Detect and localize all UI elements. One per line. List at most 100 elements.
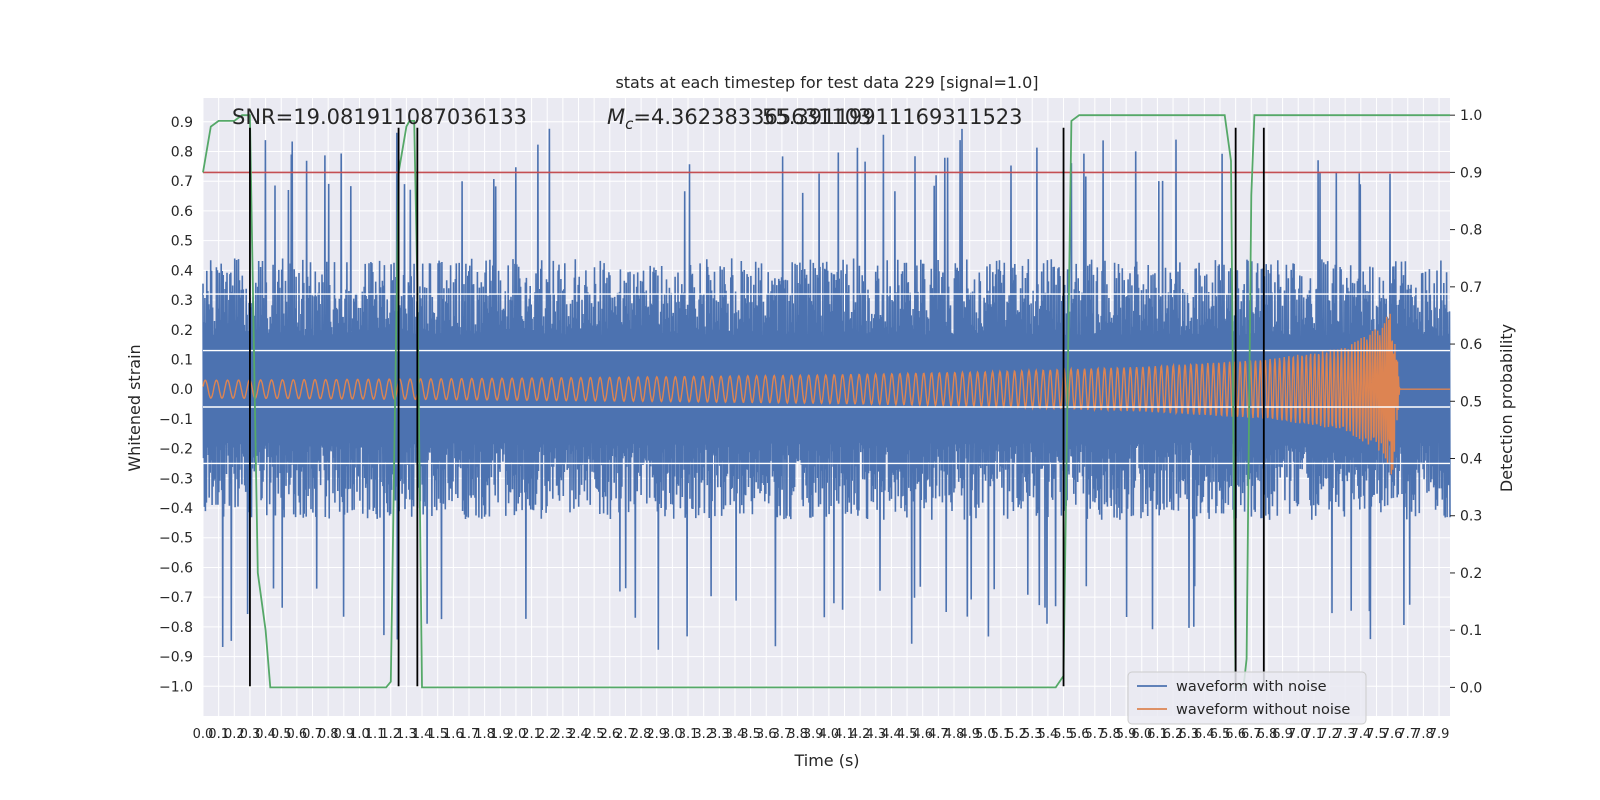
y-tick-label: 0.9 [171, 115, 193, 131]
mc-value: =4.362383365631103 [633, 105, 871, 129]
x-tick-label: 5.2 [1006, 727, 1027, 742]
y-tick-label: 0.2 [171, 323, 193, 339]
series-waveform-with-noise [202, 128, 1451, 650]
y-axis-label: Whitened strain [125, 344, 144, 471]
y-tick-label: −0.8 [159, 620, 193, 636]
y-tick-label-right: 0.9 [1460, 165, 1482, 181]
overlap-annotation: 55.39119911169311523 [762, 105, 1023, 129]
x-tick-label: 1.5 [427, 727, 448, 742]
y-tick-label-right: 0.1 [1460, 623, 1482, 639]
y-tick-label-right: 0.3 [1460, 509, 1482, 525]
x-tick-label: 3.1 [678, 727, 699, 742]
y-tick-label: 0.7 [171, 174, 193, 190]
x-tick-label: 3.7 [772, 727, 793, 742]
mc-annotation: Mc=4.362383365631103 [607, 105, 871, 133]
x-tick-label: 3.0 [662, 727, 683, 742]
y-tick-label: 0.3 [171, 293, 193, 309]
y-tick-label-right: 0.7 [1460, 280, 1482, 296]
x-tick-label: 6.2 [1163, 727, 1184, 742]
x-tick-label: 3.6 [756, 727, 777, 742]
x-tick-label: 6.6 [1225, 727, 1246, 742]
x-tick-label: 7.4 [1350, 727, 1371, 742]
x-axis-label: Time (s) [793, 751, 859, 770]
x-tick-label: 7.3 [1335, 727, 1356, 742]
y-axis-label-right: Detection probability [1497, 324, 1516, 492]
x-tick-label: 6.8 [1257, 727, 1278, 742]
y-tick-label: 0.5 [171, 234, 193, 250]
y-tick-label: −0.1 [159, 412, 193, 428]
x-tick-label: 1.0 [349, 727, 370, 742]
y-tick-label: 0.0 [171, 382, 193, 398]
y-tick-label: −1.0 [159, 679, 193, 695]
trigger-vlines [249, 127, 1265, 687]
x-tick-label: 4.3 [865, 727, 886, 742]
noise-trace [202, 128, 1451, 650]
x-tick-label: 5.8 [1100, 727, 1121, 742]
y-tick-label: −0.3 [159, 471, 193, 487]
y-tick-label-right: 0.8 [1460, 223, 1482, 239]
x-tick-label: 1.7 [459, 727, 480, 742]
x-tick-label: 0.7 [302, 727, 323, 742]
white-hlines [203, 293, 1450, 465]
x-tick-label: 7.0 [1288, 727, 1309, 742]
x-tick-label: 7.8 [1413, 727, 1434, 742]
y-ticks-right: 1.0 0.9 0.8 0.7 0.6 0.5 0.4 0.3 0.2 0.1 0.0 [1450, 108, 1482, 696]
mc-subscript: c [625, 115, 634, 133]
x-tick-label: 1.4 [412, 727, 433, 742]
x-tick-label: 2.9 [646, 727, 667, 742]
y-tick-label-right: 0.5 [1460, 394, 1482, 410]
x-tick-label: 6.0 [1131, 727, 1152, 742]
x-tick-label: 7.2 [1319, 727, 1340, 742]
x-tick-label: 7.7 [1397, 727, 1418, 742]
x-tick-label: 1.9 [490, 727, 511, 742]
y-tick-label: −0.2 [159, 442, 193, 458]
x-tick-label: 3.5 [740, 727, 761, 742]
x-tick-label: 0.8 [318, 727, 339, 742]
y-tick-label-right: 0.0 [1460, 680, 1482, 696]
x-tick-label: 4.9 [959, 727, 980, 742]
y-tick-label: 0.8 [171, 144, 193, 160]
x-tick-label: 6.3 [1178, 727, 1199, 742]
x-tick-label: 4.0 [819, 727, 840, 742]
x-tick-label: 7.1 [1304, 727, 1325, 742]
x-tick-label: 2.0 [506, 727, 527, 742]
legend-box [1127, 671, 1367, 725]
x-tick-label: 6.5 [1210, 727, 1231, 742]
y-tick-label: −0.6 [159, 560, 193, 576]
x-tick-label: 6.1 [1147, 727, 1168, 742]
legend-label-noise: waveform with noise [1176, 679, 1327, 695]
x-tick-label: 4.8 [944, 727, 965, 742]
x-tick-label: 2.3 [553, 727, 574, 742]
x-tick-label: 1.8 [474, 727, 495, 742]
x-tick-label: 7.9 [1429, 727, 1450, 742]
y-tick-label-right: 0.2 [1460, 566, 1482, 582]
x-tick-label: 5.9 [1116, 727, 1137, 742]
series-waveform-without-noise [202, 313, 1450, 475]
x-tick-label: 3.2 [693, 727, 714, 742]
clean-trace [202, 313, 1450, 475]
x-tick-label: 0.1 [208, 727, 229, 742]
y-tick-label: −0.4 [159, 501, 193, 517]
x-tick-label: 0.2 [224, 727, 245, 742]
x-tick-label: 2.1 [521, 727, 542, 742]
x-tick-label: 6.7 [1241, 727, 1262, 742]
x-tick-label: 4.1 [834, 727, 855, 742]
x-tick-label: 5.5 [1053, 727, 1074, 742]
y-tick-label: −0.5 [159, 531, 193, 547]
y-tick-label: −0.9 [159, 650, 193, 666]
chart-title: stats at each timestep for test data 229… [615, 73, 1038, 92]
x-tick-label: 4.7 [928, 727, 949, 742]
x-tick-label: 3.3 [709, 727, 730, 742]
x-tick-label: 4.4 [881, 727, 902, 742]
x-tick-label: 7.5 [1366, 727, 1387, 742]
y-tick-label: 0.4 [171, 263, 193, 279]
x-tick-label: 1.6 [443, 727, 464, 742]
x-tick-label: 2.7 [615, 727, 636, 742]
x-tick-label: 2.5 [584, 727, 605, 742]
x-tick-label: 6.9 [1272, 727, 1293, 742]
legend-label-clean: waveform without noise [1176, 702, 1350, 718]
y-tick-label-right: 0.4 [1460, 452, 1482, 468]
x-tick-label: 3.9 [803, 727, 824, 742]
x-tick-label: 2.4 [568, 727, 589, 742]
